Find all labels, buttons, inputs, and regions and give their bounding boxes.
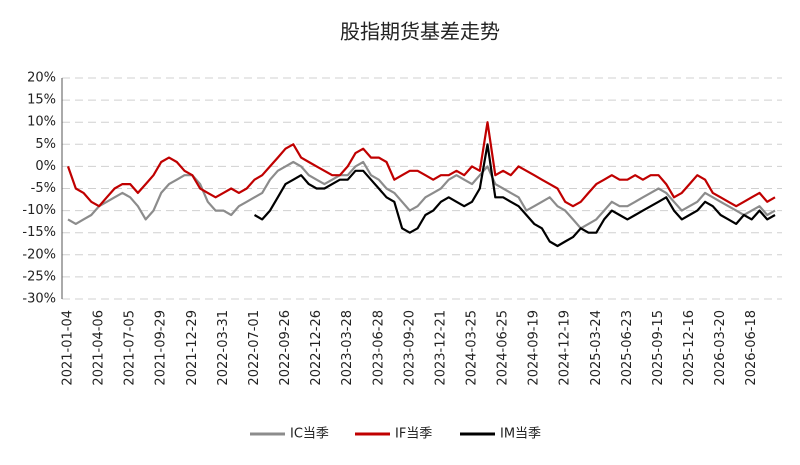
y-tick-label: -25% xyxy=(22,269,56,284)
x-tick-label: 2025-12-16 xyxy=(682,310,697,386)
x-tick-label: 2023-12-21 xyxy=(433,310,448,386)
x-tick-label: 2021-07-05 xyxy=(123,310,138,386)
y-tick-label: -20% xyxy=(22,247,56,262)
y-tick-label: -5% xyxy=(31,181,56,196)
x-tick-label: 2024-09-19 xyxy=(527,310,542,386)
x-tick-label: 2021-04-06 xyxy=(92,310,107,386)
x-tick-label: 2024-12-19 xyxy=(558,310,573,386)
y-tick-label: -10% xyxy=(22,203,56,218)
y-tick-label: 20% xyxy=(27,71,56,86)
x-tick-label: 2022-03-31 xyxy=(216,310,231,386)
x-tick-label: 2023-03-28 xyxy=(340,310,355,386)
legend-label: IC当季 xyxy=(290,427,329,442)
series-line xyxy=(66,121,776,208)
x-tick-label: 2026-06-18 xyxy=(744,310,759,386)
x-tick-label: 2022-09-26 xyxy=(278,310,293,386)
x-tick-label: 2026-03-20 xyxy=(713,310,728,386)
legend-label: IM当季 xyxy=(500,427,541,442)
y-tick-label: -15% xyxy=(22,225,56,240)
y-tick-label: -30% xyxy=(22,292,56,307)
x-tick-label: 2023-06-28 xyxy=(371,310,386,386)
x-tick-label: 2024-03-25 xyxy=(465,310,480,386)
chart-title: 股指期货基差走势 xyxy=(340,20,500,44)
y-tick-label: 0% xyxy=(35,159,56,174)
x-tick-label: 2024-06-25 xyxy=(496,310,511,386)
x-tick-label: 2025-09-15 xyxy=(651,310,666,386)
y-tick-label: 15% xyxy=(27,93,56,108)
x-tick-label: 2022-12-26 xyxy=(309,310,324,386)
x-tick-label: 2023-09-20 xyxy=(402,310,417,386)
series-line xyxy=(67,160,776,230)
x-tick-label: 2022-07-01 xyxy=(247,310,262,386)
y-tick-label: 5% xyxy=(35,137,56,152)
x-tick-label: 2025-06-23 xyxy=(620,310,635,386)
x-tick-label: 2021-01-04 xyxy=(61,310,76,386)
x-tick-label: 2021-09-29 xyxy=(154,310,169,386)
legend-label: IF当季 xyxy=(395,427,432,442)
x-tick-label: 2021-12-29 xyxy=(185,310,200,386)
y-tick-label: 10% xyxy=(27,115,56,130)
x-tick-label: 2025-03-24 xyxy=(589,310,604,386)
series-line xyxy=(253,143,776,248)
